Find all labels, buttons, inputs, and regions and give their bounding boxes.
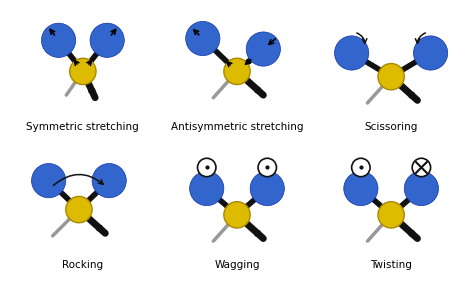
Text: Wagging: Wagging xyxy=(214,260,260,270)
Circle shape xyxy=(190,171,224,206)
Circle shape xyxy=(90,23,124,57)
Text: Twisting: Twisting xyxy=(370,260,412,270)
Text: Symmetric stretching: Symmetric stretching xyxy=(27,122,139,132)
Circle shape xyxy=(335,36,369,70)
Circle shape xyxy=(246,32,281,66)
Circle shape xyxy=(250,171,284,206)
Circle shape xyxy=(412,158,430,177)
Circle shape xyxy=(70,58,96,85)
Text: Antisymmetric stretching: Antisymmetric stretching xyxy=(171,122,303,132)
Circle shape xyxy=(224,202,250,228)
Circle shape xyxy=(92,164,126,198)
Circle shape xyxy=(66,196,92,223)
Circle shape xyxy=(41,23,76,57)
Circle shape xyxy=(352,158,370,177)
Circle shape xyxy=(378,64,404,90)
Circle shape xyxy=(186,21,220,56)
Circle shape xyxy=(413,36,448,70)
Circle shape xyxy=(344,171,378,206)
Circle shape xyxy=(404,171,438,206)
Text: Rocking: Rocking xyxy=(62,260,103,270)
Circle shape xyxy=(378,202,404,228)
Circle shape xyxy=(198,158,216,177)
Text: Scissoring: Scissoring xyxy=(365,122,418,132)
Circle shape xyxy=(258,158,276,177)
Circle shape xyxy=(224,58,250,85)
Circle shape xyxy=(32,164,66,198)
